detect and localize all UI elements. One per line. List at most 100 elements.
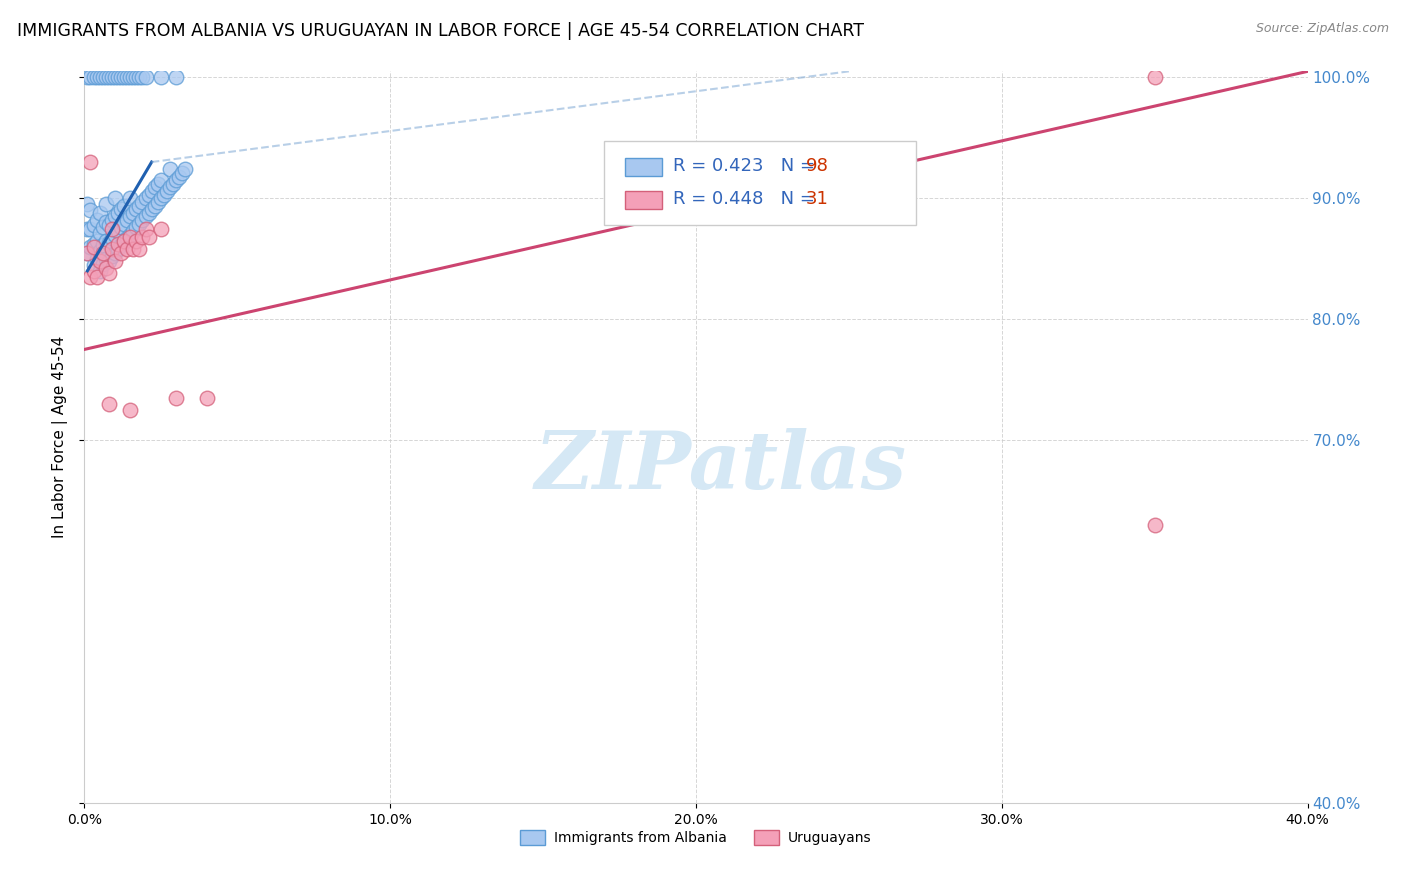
Point xyxy=(79,221,101,235)
Point xyxy=(79,70,101,85)
Point xyxy=(94,234,117,248)
Text: IMMIGRANTS FROM ALBANIA VS URUGUAYAN IN LABOR FORCE | AGE 45-54 CORRELATION CHAR: IMMIGRANTS FROM ALBANIA VS URUGUAYAN IN … xyxy=(17,22,863,40)
Point xyxy=(135,191,157,205)
Point xyxy=(101,70,124,85)
Point xyxy=(120,403,142,417)
Point xyxy=(138,230,160,244)
Point xyxy=(89,227,111,241)
Point xyxy=(86,252,108,266)
Point xyxy=(110,238,132,252)
Point xyxy=(131,230,153,244)
Point xyxy=(107,242,129,256)
FancyBboxPatch shape xyxy=(605,141,917,225)
Point xyxy=(104,227,127,242)
Y-axis label: In Labor Force | Age 45-54: In Labor Force | Age 45-54 xyxy=(52,336,69,538)
Point xyxy=(138,206,160,220)
Point xyxy=(79,155,101,169)
Point xyxy=(94,252,117,266)
Point xyxy=(115,231,138,245)
Point xyxy=(165,391,187,405)
Point xyxy=(89,206,111,220)
Point xyxy=(146,177,169,191)
Point xyxy=(122,242,145,256)
Point xyxy=(83,264,105,278)
Point xyxy=(125,70,148,85)
Point xyxy=(112,217,135,231)
Point xyxy=(159,162,181,177)
Point xyxy=(131,70,153,85)
Text: 31: 31 xyxy=(806,190,828,209)
Point xyxy=(146,194,169,209)
Point xyxy=(83,70,105,85)
Point xyxy=(101,231,124,245)
Point xyxy=(89,264,111,278)
Point xyxy=(122,206,145,220)
Point xyxy=(94,261,117,276)
Point xyxy=(101,213,124,227)
Point xyxy=(97,70,120,85)
Point xyxy=(149,173,172,187)
Point xyxy=(83,218,105,232)
Point xyxy=(86,213,108,227)
Point xyxy=(165,70,187,85)
Point xyxy=(91,245,114,260)
Point xyxy=(128,217,150,231)
Point xyxy=(86,269,108,284)
Point xyxy=(94,197,117,211)
Point xyxy=(122,224,145,238)
Point xyxy=(91,70,114,85)
Point xyxy=(107,224,129,238)
Text: R = 0.448   N =: R = 0.448 N = xyxy=(672,190,820,209)
Point xyxy=(156,184,179,198)
Point xyxy=(76,197,98,211)
Point xyxy=(135,210,157,224)
Point xyxy=(112,235,135,249)
Text: Source: ZipAtlas.com: Source: ZipAtlas.com xyxy=(1256,22,1389,36)
Point xyxy=(101,242,124,256)
Point xyxy=(115,213,138,227)
Point xyxy=(79,240,101,254)
Point xyxy=(94,70,117,85)
Point xyxy=(104,210,127,224)
Point xyxy=(115,70,138,85)
Point xyxy=(107,70,129,85)
Point xyxy=(91,238,114,252)
Point xyxy=(86,70,108,85)
Point xyxy=(159,180,181,194)
Point xyxy=(149,221,172,235)
Point xyxy=(120,70,142,85)
Point xyxy=(120,210,142,224)
Point xyxy=(91,220,114,235)
Point xyxy=(143,198,166,212)
Point xyxy=(89,244,111,259)
Point xyxy=(104,254,127,268)
Point xyxy=(149,191,172,205)
Point xyxy=(91,257,114,271)
Point xyxy=(112,198,135,212)
Point xyxy=(165,173,187,187)
Point xyxy=(172,166,194,180)
Point xyxy=(94,215,117,229)
Point xyxy=(97,266,120,280)
Point xyxy=(101,221,124,235)
FancyBboxPatch shape xyxy=(626,159,662,176)
Point xyxy=(162,177,184,191)
Point xyxy=(112,234,135,248)
Point xyxy=(89,254,111,268)
Point xyxy=(141,184,163,198)
Point xyxy=(122,70,145,85)
Point xyxy=(86,234,108,248)
Point xyxy=(125,220,148,235)
Point xyxy=(79,269,101,284)
Point xyxy=(135,221,157,235)
Point xyxy=(128,198,150,212)
Point xyxy=(138,187,160,202)
Point xyxy=(97,218,120,232)
Point xyxy=(174,162,197,177)
Point xyxy=(120,230,142,244)
Point xyxy=(149,70,172,85)
Text: ZIPatlas: ZIPatlas xyxy=(534,427,907,505)
Point xyxy=(112,70,135,85)
Point xyxy=(97,254,120,268)
Point xyxy=(141,202,163,217)
